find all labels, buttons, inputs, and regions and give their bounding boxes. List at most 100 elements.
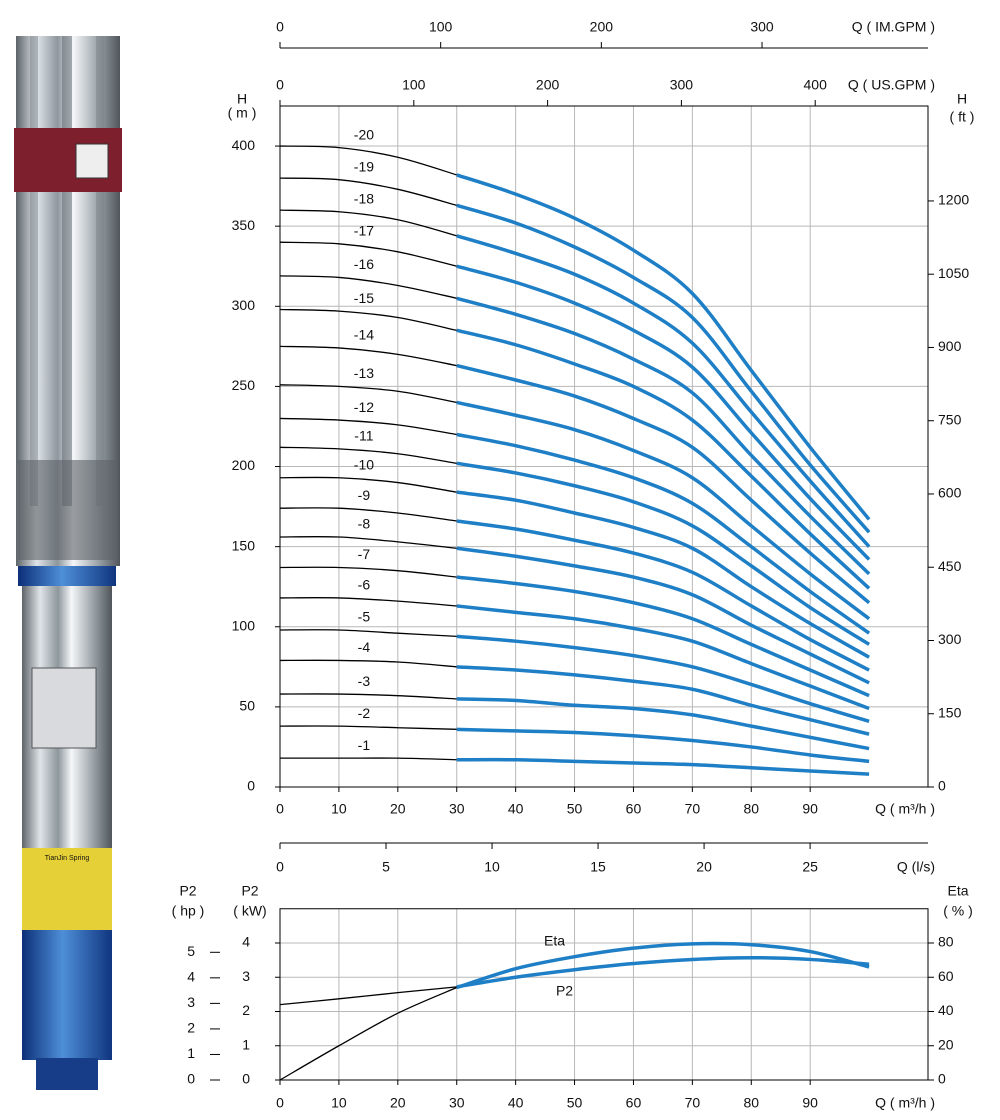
curve-operating-range (456, 432, 871, 635)
curve-label: -7 (358, 546, 371, 562)
x-axis-label: Q ( IM.GPM ) (852, 19, 935, 35)
y2-tick-label: 900 (938, 338, 962, 354)
curve-outside-range (279, 693, 457, 700)
curve-label: -17 (354, 223, 374, 239)
y-tick-label: 300 (232, 297, 256, 313)
y-tick-label: 1 (242, 1036, 250, 1052)
curve-label: Eta (544, 932, 565, 948)
y2-tick-label: 1050 (938, 265, 969, 281)
curve-label: -13 (354, 365, 374, 381)
curve-outside-range (279, 629, 457, 638)
y-axis-label: ( kW) (233, 903, 266, 919)
y2-tick-label: 1200 (938, 192, 969, 208)
curve-label: -18 (354, 190, 374, 206)
curve-outside-range (279, 241, 457, 267)
curve-operating-range (456, 490, 870, 659)
y2-tick-label: 0 (938, 1071, 946, 1087)
curve-label: -9 (358, 487, 371, 503)
curve-outside-range (279, 536, 457, 549)
y-axis-label: H (237, 91, 247, 107)
y-tick-label: 400 (232, 137, 256, 153)
y-tick-label: 2 (242, 1002, 250, 1018)
x-tick-label: 10 (484, 859, 500, 875)
pump-illustration: TianJin Spring (14, 36, 122, 1090)
y-tick-label: 250 (232, 377, 256, 393)
curve-label: -16 (354, 256, 374, 272)
curve-label: -2 (358, 705, 371, 721)
y2-tick-label: 80 (938, 934, 954, 950)
curve-label: -6 (358, 577, 371, 593)
curve-outside-range (279, 177, 457, 206)
y-axis-label: ( m ) (228, 105, 257, 121)
pump-label: TianJin Spring (45, 855, 90, 862)
y-tick-label: 0 (187, 1071, 195, 1087)
x-tick-label: 0 (276, 19, 284, 35)
curve-label: -10 (354, 456, 374, 472)
x-tick-label: 60 (626, 801, 642, 817)
x-tick-label: 200 (536, 77, 560, 93)
curve-operating-range (456, 461, 871, 646)
x-tick-label: 0 (276, 77, 284, 93)
y2-tick-label: 300 (938, 631, 962, 647)
y-axis-label: P2 (241, 883, 258, 899)
y-tick-label: 100 (232, 617, 256, 633)
curve-operating-range (456, 634, 870, 723)
x-tick-label: 25 (802, 859, 818, 875)
pump-ring (18, 566, 116, 586)
curve-label: -5 (358, 609, 371, 625)
curve-outside-range (279, 417, 457, 436)
curve-operating-range (456, 546, 870, 685)
x-tick-label: 0 (276, 859, 284, 875)
y-tick-label: 200 (232, 457, 256, 473)
x-tick-label: 30 (449, 801, 465, 817)
x-tick-label: 0 (276, 1095, 284, 1111)
x-tick-label: 15 (590, 859, 606, 875)
curve-operating-range (456, 575, 870, 698)
x-axis-label: Q ( m³/h ) (875, 801, 935, 817)
y-tick-label: 50 (239, 698, 255, 714)
curve-label: -3 (358, 673, 371, 689)
x-tick-label: 300 (750, 19, 774, 35)
x-tick-label: 60 (626, 1095, 642, 1111)
curve-outside-range (279, 507, 457, 522)
curve-label: -1 (358, 737, 371, 753)
curve-operating-range (456, 234, 871, 548)
curve-label: -8 (358, 516, 371, 532)
curve-operating-range (456, 328, 871, 590)
y2-tick-label: 60 (938, 968, 954, 984)
curve-operating-range (456, 757, 870, 776)
curve-label: -15 (354, 290, 374, 306)
y2-tick-label: 20 (938, 1036, 954, 1052)
curve-outside-range (279, 566, 457, 578)
x-tick-label: 30 (449, 1095, 465, 1111)
curve-outside-range (279, 145, 457, 176)
y-tick-label: 5 (187, 943, 195, 959)
x-axis-label: Q ( m³/h ) (875, 1095, 935, 1111)
curve-label: -14 (354, 327, 374, 343)
y2-tick-label: 150 (938, 704, 962, 720)
curve-operating-range (456, 363, 871, 605)
curve-operating-range (456, 519, 870, 672)
x-tick-label: 5 (382, 859, 390, 875)
y-tick-label: 4 (242, 934, 250, 950)
x-tick-label: 50 (567, 801, 583, 817)
curve-outside-range (279, 275, 457, 299)
x-tick-label: 200 (590, 19, 614, 35)
curve-label: -4 (358, 639, 371, 655)
curve-outside-range (279, 725, 457, 730)
curve-operating-range (456, 264, 871, 561)
y-axis-label: ( hp ) (172, 903, 205, 919)
curve-operating-range (456, 203, 871, 534)
y-tick-label: 350 (232, 217, 256, 233)
yellow-label (22, 848, 112, 930)
pump-qr (75, 143, 109, 179)
y2-tick-label: 600 (938, 485, 962, 501)
x-tick-label: 20 (390, 1095, 406, 1111)
curve-outside-range (280, 757, 457, 761)
y-tick-label: 3 (242, 968, 250, 984)
nameplate (31, 667, 97, 749)
x-tick-label: 80 (743, 801, 759, 817)
plot-frame (279, 105, 929, 788)
y-tick-label: 1 (187, 1045, 195, 1061)
